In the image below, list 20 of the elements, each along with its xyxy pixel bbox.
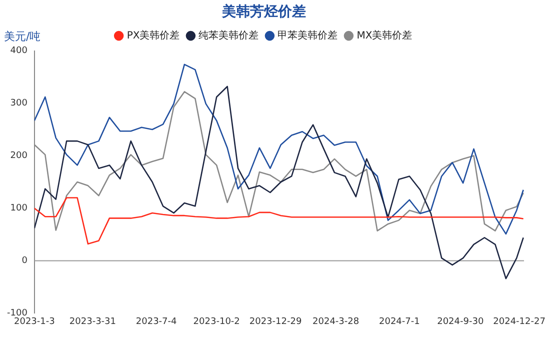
y-tick-label: 400 — [10, 46, 28, 56]
x-tick-label: 2023-10-2 — [193, 316, 240, 327]
legend-label: PX美韩价差 — [126, 29, 180, 42]
x-tick-label: 2024-3-28 — [312, 316, 360, 327]
legend-label: MX美韩价差 — [356, 29, 412, 42]
y-axis-title: 美元/吨 — [4, 30, 41, 44]
x-tick-label: 2023-12-29 — [249, 316, 302, 327]
x-tick-label: 2024-12-27 — [493, 316, 546, 327]
legend-label: 纯苯美韩价差 — [198, 29, 259, 42]
x-tick-label: 2024-9-30 — [437, 316, 484, 327]
y-tick-label: 300 — [10, 98, 28, 109]
x-tick-label: 2023-3-31 — [69, 316, 116, 327]
x-tick-label: 2023-1-3 — [14, 316, 55, 327]
legend-label: 甲苯美韩价差 — [278, 29, 338, 42]
x-tick-label: 2023-7-4 — [136, 316, 178, 327]
y-tick-label: 100 — [10, 204, 28, 214]
x-tick-label: 2024-7-1 — [379, 316, 420, 327]
y-tick-label: 0 — [22, 256, 28, 266]
chart-title: 美韩芳烃价差 — [221, 3, 306, 20]
y-tick-label: 200 — [10, 151, 28, 162]
